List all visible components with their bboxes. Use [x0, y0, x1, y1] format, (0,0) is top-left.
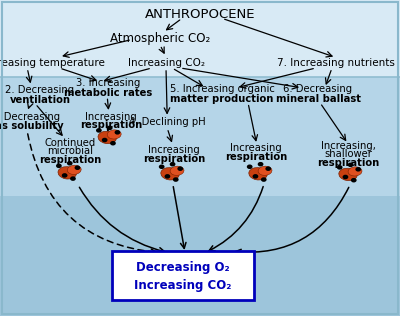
Text: Increasing: Increasing [230, 143, 282, 153]
Ellipse shape [98, 131, 116, 144]
Text: 7. Increasing nutrients: 7. Increasing nutrients [277, 58, 395, 68]
Text: gas solubility: gas solubility [0, 121, 64, 131]
Circle shape [348, 162, 354, 167]
Text: respiration: respiration [80, 120, 142, 131]
Ellipse shape [107, 130, 121, 139]
Text: Increasing CO₂: Increasing CO₂ [134, 279, 232, 292]
Circle shape [177, 167, 183, 171]
Circle shape [74, 166, 80, 170]
Text: Increasing: Increasing [85, 112, 137, 122]
Circle shape [355, 167, 361, 172]
Circle shape [265, 167, 271, 171]
Text: 5. Increasing organic: 5. Increasing organic [170, 84, 274, 94]
Circle shape [252, 174, 258, 179]
Circle shape [159, 165, 164, 169]
Bar [0, 77, 400, 316]
Ellipse shape [67, 165, 81, 174]
Text: respiration: respiration [143, 154, 205, 164]
Circle shape [110, 141, 116, 145]
Ellipse shape [249, 167, 267, 180]
Circle shape [62, 173, 68, 178]
Text: respiration: respiration [225, 152, 287, 162]
Ellipse shape [170, 166, 184, 175]
Text: Increasing temperature: Increasing temperature [0, 58, 105, 68]
Circle shape [96, 128, 102, 133]
Text: 4. Declining pH: 4. Declining pH [129, 117, 206, 127]
Text: 6. Decreasing: 6. Decreasing [284, 84, 352, 94]
Text: shallower: shallower [324, 149, 372, 159]
Circle shape [261, 177, 267, 182]
Text: Increasing CO₂: Increasing CO₂ [128, 58, 204, 68]
Text: mineral ballast: mineral ballast [276, 94, 360, 104]
Text: 2. Decreasing: 2. Decreasing [6, 85, 74, 95]
Circle shape [102, 138, 108, 142]
Circle shape [337, 165, 342, 170]
Circle shape [164, 174, 170, 179]
Circle shape [247, 165, 252, 169]
Ellipse shape [258, 166, 272, 175]
Text: metabolic rates: metabolic rates [64, 88, 152, 98]
Ellipse shape [58, 167, 76, 179]
Text: microbial: microbial [47, 146, 93, 156]
Circle shape [107, 125, 113, 130]
Ellipse shape [161, 167, 179, 180]
Bar [0, 196, 400, 316]
Text: respiration: respiration [317, 158, 379, 168]
FancyBboxPatch shape [112, 251, 254, 300]
Ellipse shape [348, 167, 362, 176]
Text: ventilation: ventilation [10, 94, 70, 105]
Text: matter production: matter production [170, 94, 274, 104]
Ellipse shape [339, 168, 357, 181]
Text: ANTHROPOCENE: ANTHROPOCENE [145, 8, 255, 21]
Text: 3. Increasing: 3. Increasing [76, 78, 140, 88]
Text: 1. Decreasing: 1. Decreasing [0, 112, 60, 122]
Circle shape [170, 162, 176, 167]
Circle shape [70, 176, 76, 181]
Text: Atmospheric CO₂: Atmospheric CO₂ [110, 32, 210, 45]
Bar [0, 0, 400, 77]
Text: Continued: Continued [44, 137, 96, 148]
Text: Increasing,: Increasing, [320, 141, 376, 151]
Circle shape [67, 161, 73, 166]
Circle shape [173, 177, 179, 182]
Circle shape [258, 162, 264, 167]
Text: Increasing: Increasing [148, 145, 200, 155]
Circle shape [114, 130, 120, 135]
Circle shape [56, 164, 62, 168]
Circle shape [351, 178, 357, 182]
Text: Decreasing O₂: Decreasing O₂ [136, 261, 230, 274]
Circle shape [342, 175, 348, 179]
Text: respiration: respiration [39, 155, 101, 165]
